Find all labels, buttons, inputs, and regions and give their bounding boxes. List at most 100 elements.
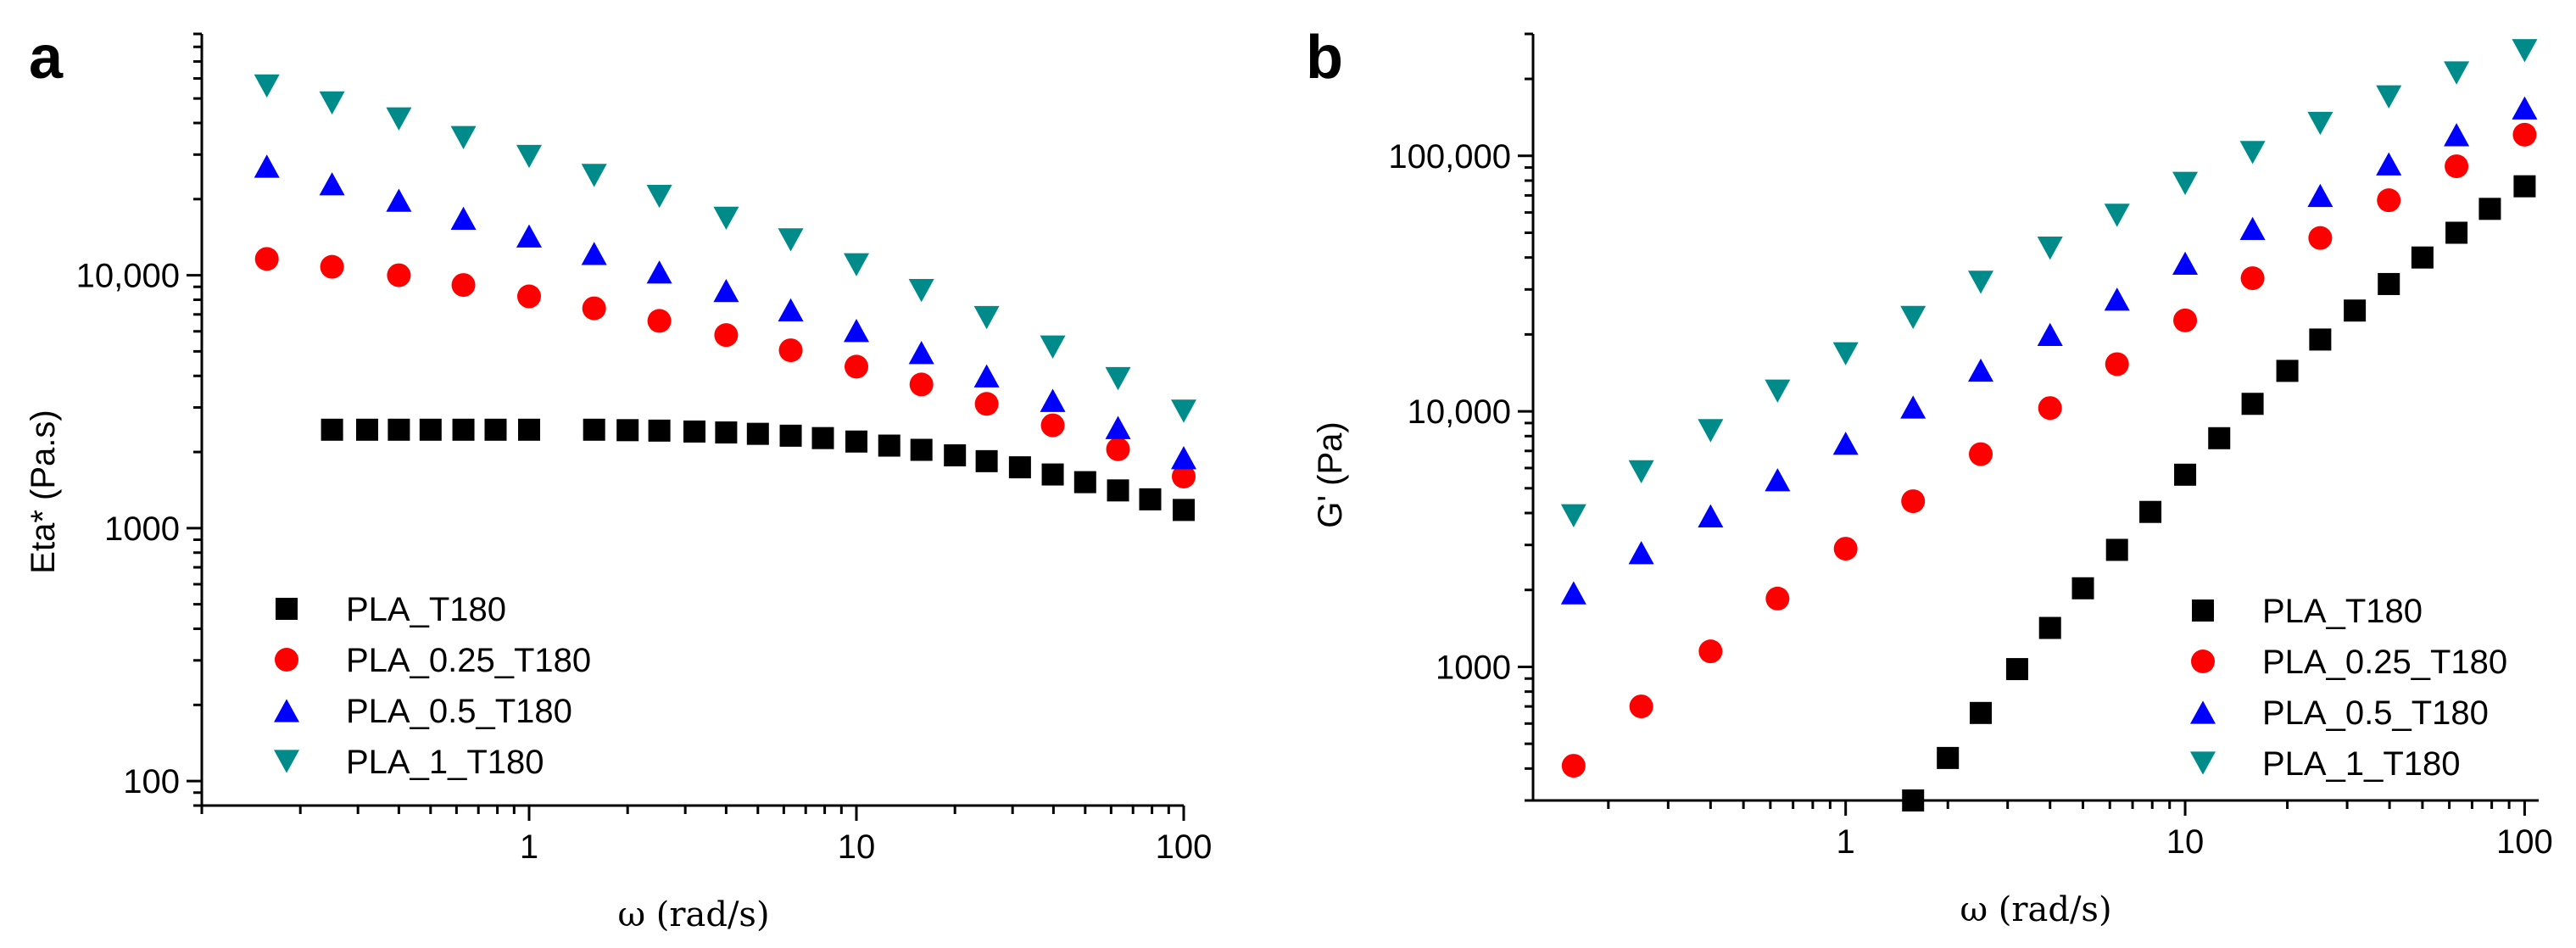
data-point	[779, 424, 802, 447]
data-point	[910, 438, 933, 461]
legend-marker	[2189, 751, 2216, 775]
data-point	[944, 444, 967, 467]
data-point	[2378, 272, 2400, 295]
data-point	[746, 422, 769, 445]
data-point	[2444, 123, 2470, 147]
legend-label: PLA_0.25_T180	[2262, 644, 2507, 681]
y-tick-label: 100	[123, 763, 180, 800]
series-1	[254, 247, 1196, 488]
data-point	[2376, 85, 2402, 109]
data-point	[843, 319, 870, 343]
data-point	[1937, 746, 1960, 769]
legend-marker	[273, 750, 300, 773]
data-point	[811, 427, 834, 449]
x-tick-label: 100	[2496, 823, 2553, 861]
data-point	[1900, 395, 1926, 419]
y-ticks-b: 1000 10,000 100,000	[1388, 32, 1533, 802]
legend-a: PLA_T180 PLA_0.25_T180 PLA_0.5_T180 PLA_1_T…	[273, 591, 591, 781]
series-0	[321, 418, 1195, 521]
legend-label: PLA_T180	[346, 591, 506, 628]
data-point	[386, 188, 412, 212]
data-point	[355, 418, 378, 441]
data-point	[2445, 154, 2469, 179]
data-point	[975, 449, 998, 472]
series-3	[254, 74, 1197, 423]
x-tick-label: 1	[1837, 823, 1855, 861]
data-point	[2512, 39, 2538, 63]
legend-label: PLA_0.5_T180	[2262, 694, 2489, 732]
data-point	[1832, 432, 1859, 455]
legend-marker	[2189, 700, 2216, 724]
data-points-a	[254, 74, 1197, 521]
data-point	[2105, 352, 2129, 376]
data-point	[1765, 586, 1790, 611]
data-point	[517, 284, 541, 309]
data-point	[1560, 504, 1586, 527]
data-point	[2208, 427, 2231, 449]
data-point	[1900, 305, 1926, 330]
data-point	[2174, 463, 2197, 486]
data-point	[319, 91, 345, 115]
data-point	[1107, 479, 1129, 502]
data-point	[973, 305, 1000, 330]
data-point	[845, 354, 868, 379]
data-point	[1628, 460, 1654, 484]
data-point	[1967, 270, 1994, 294]
data-point	[1698, 419, 1724, 443]
data-point	[713, 278, 739, 303]
chart-panel-b: b 1 10 100 1000 10,000 100,000 ω (rad/s) G' …	[1306, 24, 2553, 929]
data-point	[450, 125, 477, 149]
data-point	[908, 278, 934, 303]
data-point	[2308, 226, 2333, 250]
x-axis-label-a: ω (rad/s)	[617, 895, 769, 934]
data-point	[908, 341, 934, 365]
data-point	[1008, 456, 1031, 479]
data-point	[516, 144, 543, 169]
data-point	[1170, 399, 1197, 423]
panel-label-b: b	[1306, 24, 1343, 92]
data-point	[683, 420, 705, 443]
legend-b: PLA_T180 PLA_0.25_T180 PLA_0.5_T180 PLA_1_T…	[2189, 593, 2507, 783]
data-point	[909, 372, 934, 397]
data-point	[2104, 287, 2130, 311]
data-point	[450, 206, 477, 231]
data-point	[2309, 328, 2332, 351]
data-point	[845, 430, 867, 453]
data-point	[2173, 308, 2198, 332]
data-point	[320, 254, 344, 279]
chart-panel-a: a 1 10 100 100 1000 10,000 ω (rad/s) Eta* (P…	[25, 24, 1212, 934]
data-point	[778, 228, 804, 252]
data-point	[1170, 446, 1197, 470]
data-point	[973, 364, 1000, 388]
data-point	[319, 172, 345, 196]
data-point	[254, 154, 280, 178]
data-point	[582, 296, 606, 321]
axes-b	[1531, 34, 2539, 802]
data-point	[2005, 658, 2028, 681]
data-point	[581, 242, 607, 265]
data-point	[1139, 488, 1162, 510]
y-tick-label: 100,000	[1388, 138, 1511, 176]
y-tick-label: 1000	[1436, 649, 1511, 686]
data-point	[2344, 299, 2367, 322]
data-point	[1172, 464, 1196, 488]
data-point	[974, 392, 999, 416]
data-point	[2037, 237, 2063, 260]
data-point	[648, 419, 671, 442]
data-point	[1698, 639, 1723, 664]
data-point	[1969, 442, 1993, 466]
data-point	[1967, 358, 1994, 382]
data-point	[518, 418, 540, 441]
data-point	[484, 418, 507, 441]
legend-label: PLA_0.5_T180	[346, 693, 572, 730]
data-point	[1106, 437, 1130, 461]
y-tick-label: 10,000	[76, 258, 180, 295]
data-point	[2038, 396, 2062, 421]
data-point	[647, 309, 672, 333]
series-1	[1561, 122, 2537, 778]
data-point	[1765, 468, 1791, 492]
data-point	[1040, 388, 1066, 412]
data-point	[1832, 342, 1859, 365]
data-point	[254, 74, 280, 98]
data-point	[1833, 537, 1858, 561]
